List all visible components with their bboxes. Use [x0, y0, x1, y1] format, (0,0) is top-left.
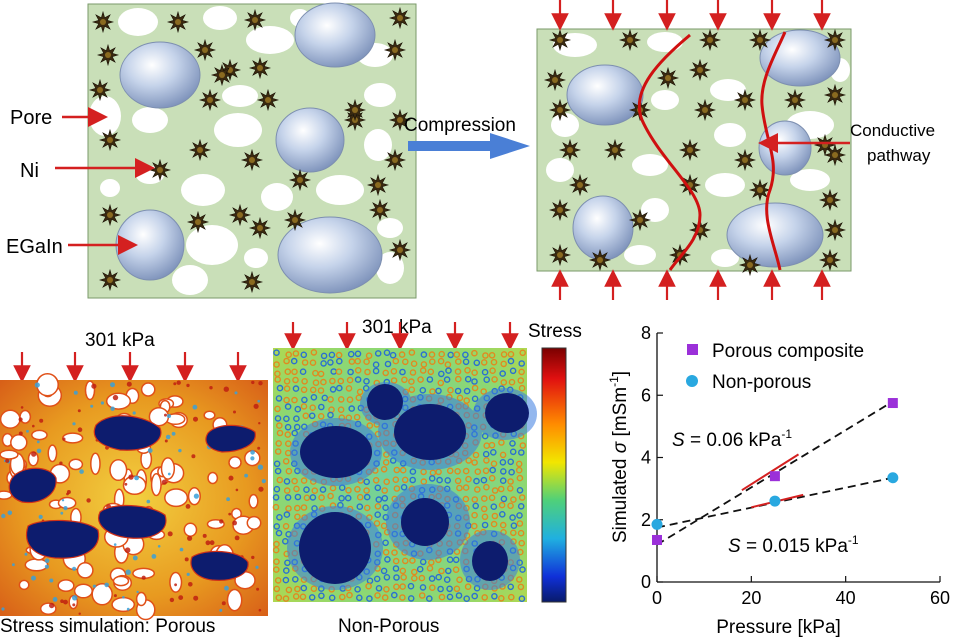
conductive-pathway-left	[637, 33, 702, 271]
legend-entry: Non-porous	[712, 372, 811, 393]
legend-square-icon	[687, 344, 698, 355]
nonporous-droplets	[299, 384, 529, 584]
y-axis-label: Simulated σ [mSm-1]	[607, 371, 631, 543]
egain-droplets-left	[115, 2, 383, 294]
y-tick-label: 0	[641, 572, 651, 592]
x-tick-label: 20	[741, 588, 761, 608]
conductive-pathway-right	[760, 31, 787, 271]
porous-stress-map	[0, 372, 268, 621]
egain-label: EGaIn	[6, 236, 63, 258]
porous-data-point	[652, 534, 662, 545]
pores-right	[546, 32, 850, 267]
legend-circle-icon	[686, 375, 698, 387]
compressed-schematic	[536, 28, 852, 277]
nonporous-pressure-label: 301 kPa	[362, 317, 432, 338]
porous-droplets	[8, 415, 256, 581]
compression-arrows-top	[551, 0, 831, 31]
porous-pressure-label: 301 kPa	[85, 330, 155, 351]
compression-label: Compression	[404, 115, 516, 136]
ni-particles-left	[88, 6, 412, 294]
x-tick-label: 40	[836, 588, 856, 608]
conductivity-chart: 0 20 40 60 0 2 4 6 8 Pressure [kPa] Simulated σ [m…	[607, 323, 950, 637]
porous-load-arrows	[13, 352, 247, 383]
x-tick-label: 0	[652, 588, 662, 608]
pores-left	[89, 6, 404, 295]
nonporous-data-point	[769, 495, 781, 507]
ni-label: Ni	[20, 160, 39, 182]
x-axis-label: Pressure [kPa]	[716, 617, 841, 637]
y-tick-label: 8	[641, 323, 651, 343]
nonporous-stress-map	[272, 348, 537, 603]
slope-annotation: S = 0.015 kPa-1	[728, 533, 859, 557]
y-tick-label: 2	[641, 510, 651, 530]
pore-label: Pore	[10, 107, 52, 129]
porous-caption: Stress simulation: Porous	[0, 616, 215, 637]
porous-data-point	[887, 398, 898, 409]
slope-annotation: S = 0.06 kPa-1	[672, 427, 792, 451]
x-tick-label: 60	[930, 588, 950, 608]
pathway-label-line1: Conductive	[850, 121, 935, 140]
legend-entry: Porous composite	[712, 341, 864, 362]
uncompressed-schematic	[87, 2, 417, 299]
y-tick-label: 4	[641, 448, 651, 468]
porous-data-point	[769, 471, 780, 482]
pathway-label-line2: pathway	[867, 146, 931, 165]
stress-colorbar-title: Stress	[528, 321, 582, 342]
compression-arrows-bottom	[551, 269, 831, 300]
nonporous-load-arrows	[284, 322, 519, 351]
nonporous-data-point	[887, 472, 899, 484]
stress-colorbar	[541, 347, 567, 603]
y-tick-label: 6	[641, 385, 651, 405]
nonporous-caption: Non-Porous	[338, 616, 439, 637]
compression-arrow	[408, 133, 530, 159]
nonporous-data-point	[651, 518, 663, 530]
